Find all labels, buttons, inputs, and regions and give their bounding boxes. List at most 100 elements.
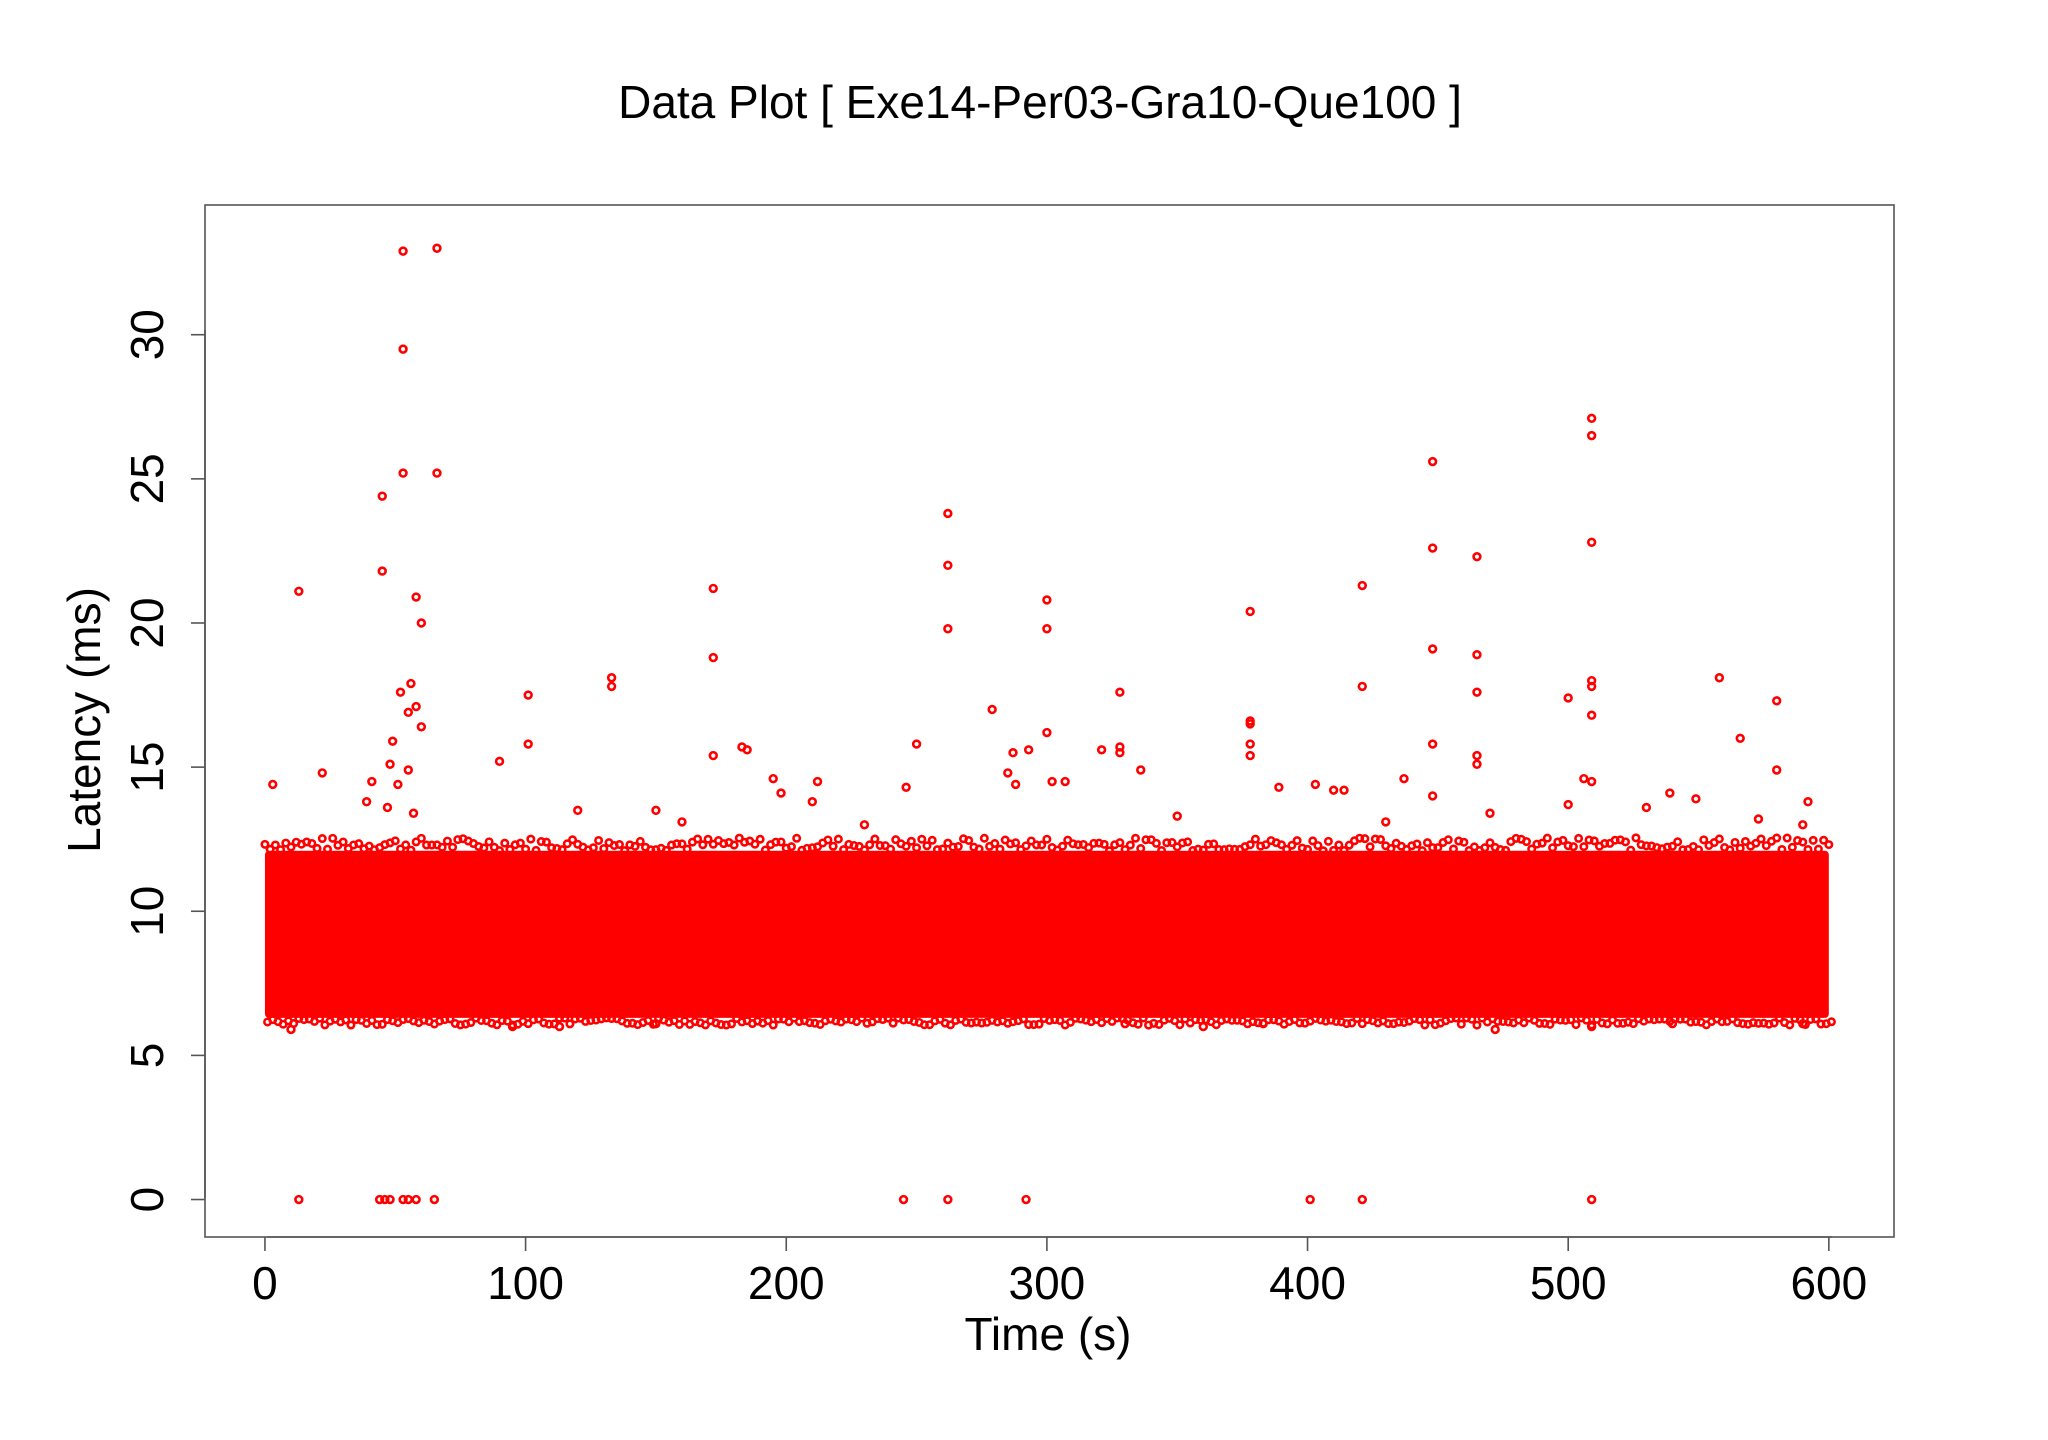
data-point-band-edge — [1018, 1014, 1028, 1024]
data-point — [393, 779, 403, 790]
data-point-band-edge — [750, 839, 760, 849]
data-point-band-edge — [1034, 1019, 1044, 1029]
data-point — [1586, 537, 1597, 547]
data-point-band-edge — [635, 836, 645, 846]
y-tick-label: 5 — [121, 1043, 173, 1069]
x-tick-label: 400 — [1269, 1257, 1346, 1309]
data-point-band-edge — [588, 843, 598, 853]
data-point-band-edge — [922, 841, 932, 851]
data-point — [367, 776, 377, 787]
data-point-band-edge — [859, 845, 869, 855]
data-point — [554, 1021, 565, 1032]
data-point-band-edge — [1667, 841, 1677, 851]
data-point-band-edge — [1730, 837, 1740, 847]
data-point-band-edge — [1151, 838, 1161, 848]
data-point-band-edge — [1167, 838, 1177, 848]
data-point — [1798, 1018, 1808, 1029]
data-point — [403, 707, 414, 718]
data-point-band-edge — [974, 844, 984, 854]
data-point-band-edge — [614, 840, 624, 850]
data-point-band-edge — [338, 837, 348, 847]
data-point — [432, 468, 442, 478]
data-point-band-edge — [906, 836, 916, 846]
data-point — [943, 560, 953, 571]
data-point-band-edge — [1357, 1019, 1367, 1029]
data-point-band-edge — [1527, 844, 1537, 854]
data-point-band-edge — [1548, 843, 1558, 853]
data-point-band-edge — [1787, 842, 1797, 852]
dense-data-band — [264, 850, 1829, 1018]
data-point — [807, 797, 818, 807]
data-point — [411, 701, 421, 712]
data-point-band-edge — [395, 844, 405, 854]
data-point-band-edge — [565, 1019, 575, 1029]
data-point-band-edge — [828, 841, 838, 851]
data-point — [268, 779, 278, 790]
data-point — [1641, 802, 1652, 813]
data-point-band-edge — [531, 845, 541, 855]
data-point-band-edge — [1542, 833, 1552, 843]
data-point — [1586, 430, 1597, 441]
data-point-band-edge — [1472, 1020, 1482, 1030]
data-point — [398, 246, 408, 256]
data-point-band-edge — [768, 1020, 778, 1030]
data-point-band-edge — [823, 835, 833, 845]
plot-area-frame — [204, 204, 1895, 1238]
data-point — [432, 243, 442, 253]
data-point-band-edge — [1451, 1013, 1461, 1023]
data-point-band-edge — [1574, 833, 1584, 843]
y-axis: 0 5 10 15 20 25 30 — [121, 309, 206, 1212]
data-point-band-edge — [1133, 1019, 1143, 1029]
data-point-band-edge — [1136, 844, 1146, 854]
x-tick-label: 600 — [1790, 1257, 1867, 1309]
data-point — [1042, 595, 1052, 605]
data-point-band-edge — [792, 833, 802, 843]
data-point-band-edge — [495, 846, 505, 856]
data-point-band-edge — [888, 1018, 898, 1028]
data-point — [1772, 696, 1782, 706]
data-point-band-edge — [1568, 842, 1578, 852]
data-point — [523, 690, 533, 700]
data-point-band-edge — [437, 842, 447, 852]
x-tick-label: 200 — [748, 1257, 825, 1309]
data-point-band-edge — [1425, 1015, 1435, 1025]
data-point — [361, 797, 372, 807]
data-point-band-edge — [1756, 834, 1766, 844]
data-point-band-edge — [1811, 1014, 1821, 1024]
data-point-band-edge — [1420, 1020, 1430, 1030]
data-point — [507, 1021, 518, 1032]
data-point — [387, 736, 398, 746]
data-point — [1753, 814, 1764, 824]
data-point — [1579, 773, 1589, 784]
data-point — [406, 678, 416, 689]
data-point — [812, 776, 823, 787]
data-point-band-edge — [1628, 1019, 1638, 1029]
data-point-band-edge — [560, 1013, 570, 1023]
data-point-band-edge — [1037, 840, 1047, 850]
data-point — [411, 592, 421, 602]
data-point-band-edge — [1097, 1018, 1107, 1028]
data-point-band-edge — [1334, 840, 1344, 850]
data-point — [742, 745, 752, 755]
data-point — [677, 817, 687, 827]
data-point — [1021, 1194, 1031, 1205]
data-point-band-edge — [1021, 841, 1031, 851]
data-point — [416, 722, 427, 732]
data-point — [1586, 1194, 1597, 1205]
data-point-band-edge — [265, 844, 275, 854]
data-point-band-edge — [1292, 836, 1302, 846]
data-point — [768, 773, 778, 784]
data-point-band-edge — [1579, 842, 1589, 852]
data-point-band-edge — [1467, 1014, 1477, 1024]
data-point-band-edge — [1798, 837, 1808, 847]
data-point-band-edge — [1365, 842, 1375, 852]
data-point — [317, 768, 327, 778]
data-point-band-edge — [1055, 1015, 1065, 1025]
data-point-band-edge — [354, 839, 364, 849]
data-point-band-edge — [1571, 1020, 1581, 1030]
data-point-band-edge — [1198, 845, 1208, 855]
data-point-band-edge — [1138, 1013, 1148, 1023]
data-point — [385, 1194, 395, 1205]
data-point-band-edge — [1566, 1015, 1576, 1025]
data-point-band-edge — [466, 1018, 476, 1028]
